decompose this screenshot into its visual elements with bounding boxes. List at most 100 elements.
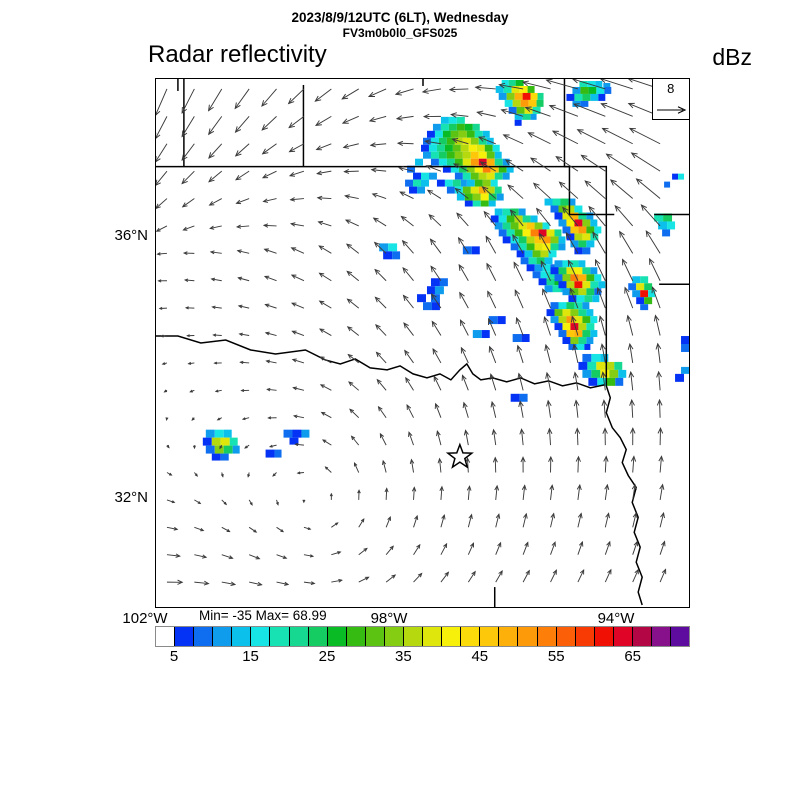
wind-vector-shaft (525, 107, 551, 117)
wind-vector-head (166, 444, 170, 449)
wind-vector-shaft (385, 516, 391, 528)
wind-vector-head (549, 484, 555, 491)
colorbar-cell (499, 627, 519, 646)
echo-cells-south-band (578, 353, 627, 386)
colorbar-tick-label: 25 (318, 648, 336, 665)
wind-vector-head (598, 315, 605, 323)
wind-vector-head (319, 356, 325, 361)
wind-vector-shaft (156, 225, 168, 232)
wind-vector-shaft (182, 198, 195, 208)
wind-vector-shaft (491, 401, 497, 418)
wind-vector-shaft (576, 428, 579, 446)
wind-vector-shaft (385, 545, 394, 556)
wind-vector-shaft (402, 240, 414, 254)
lon-tick-label-98W: 98°W (370, 610, 408, 627)
wind-vector-head (211, 305, 216, 310)
wind-vector-shaft (632, 456, 635, 473)
wind-vector-head (547, 427, 553, 435)
wind-vector-shaft (376, 379, 387, 391)
wind-vector-shaft (651, 287, 661, 309)
wind-vector-head (631, 483, 637, 490)
colorbar-cell (575, 627, 595, 646)
wind-vector-shaft (572, 79, 606, 90)
wind-vector-shaft (480, 161, 496, 172)
wind-vector-head (316, 170, 323, 176)
wind-vector-head (432, 347, 438, 355)
wind-vector-head (515, 316, 522, 325)
wind-vector-head (350, 435, 356, 441)
wind-vector-shaft (322, 439, 332, 446)
wind-vector-shaft (546, 79, 579, 90)
wind-vector-head (602, 427, 608, 434)
wind-vector-shaft (343, 143, 359, 148)
wind-vector-shaft (440, 515, 445, 528)
wind-vector-shaft (375, 324, 387, 336)
wind-vector-shaft (290, 198, 304, 201)
wind-vector-head (369, 142, 376, 148)
wind-vector-head (261, 173, 269, 179)
wind-vector-shaft (318, 221, 332, 227)
colorbar-cell (156, 627, 176, 646)
wind-vector-shaft (540, 261, 551, 281)
wind-vector-head (220, 473, 224, 478)
wind-vector-head (451, 138, 459, 144)
wind-vector-head (282, 555, 288, 559)
wind-vector-head (645, 230, 652, 238)
wind-vector-head (576, 483, 582, 491)
wind-vector-shaft (601, 103, 633, 117)
wind-vector-shaft (183, 225, 195, 231)
wind-vector-shaft (522, 542, 529, 555)
wind-vector-shaft (455, 188, 469, 199)
wind-vector-shaft (358, 576, 369, 583)
wind-vector-head (391, 574, 397, 579)
wind-vector-head (191, 417, 195, 421)
wind-vector-shaft (512, 234, 524, 254)
wind-vector-shaft (604, 541, 611, 555)
echo-arc-northwest-kansas (405, 116, 514, 207)
echo-blue-cells-midleft (472, 316, 530, 343)
wind-vector-head (649, 257, 655, 265)
map-plot-area[interactable]: 8 (155, 78, 690, 608)
wind-vector-head (600, 103, 608, 109)
wind-vector-head (235, 224, 242, 229)
wind-vector-head (360, 518, 365, 523)
wind-vector-head (411, 486, 417, 492)
wind-vector-head (375, 351, 382, 358)
colorbar-tick-label: 5 (169, 648, 179, 665)
wind-vector-shaft (396, 115, 414, 120)
wind-vector-shaft (292, 358, 305, 364)
wind-vector-shaft (431, 321, 442, 336)
wind-vector-head (387, 515, 391, 521)
wind-vector-shaft (370, 143, 387, 146)
wind-vector-head (497, 541, 502, 548)
wind-vector-head (498, 82, 506, 89)
wind-vector-head (517, 372, 523, 380)
wind-vector-shaft (458, 264, 469, 281)
wind-vector-head (551, 130, 559, 137)
wind-vector-head (156, 132, 161, 139)
wind-vector-shaft (401, 216, 414, 227)
wind-vector-head (228, 555, 234, 560)
wind-vector-shaft (248, 526, 257, 533)
wind-vector-shaft (156, 116, 168, 139)
wind-vector-head (183, 278, 189, 282)
wind-vector-shaft (571, 316, 579, 336)
wind-vector-shaft (185, 279, 195, 282)
wind-vector-shaft (211, 278, 222, 282)
wind-vector-head (474, 84, 482, 91)
wind-vector-shaft (319, 272, 332, 282)
wind-vector-shaft (239, 333, 250, 336)
wind-vector-head (363, 547, 368, 552)
wind-vector-head (466, 485, 472, 491)
wind-vector-shaft (440, 572, 449, 583)
wind-vector-head (396, 140, 404, 146)
wind-vector-shaft (519, 401, 524, 418)
wind-vector-head (349, 408, 355, 414)
wind-vector-shaft (368, 88, 387, 97)
wind-vector-head (575, 455, 581, 462)
wind-vector-shaft (659, 512, 665, 528)
wind-vector-shaft (573, 103, 606, 117)
wind-vector-shaft (522, 485, 526, 500)
wind-vector-shaft (402, 267, 414, 282)
wind-vector-head (459, 291, 465, 299)
